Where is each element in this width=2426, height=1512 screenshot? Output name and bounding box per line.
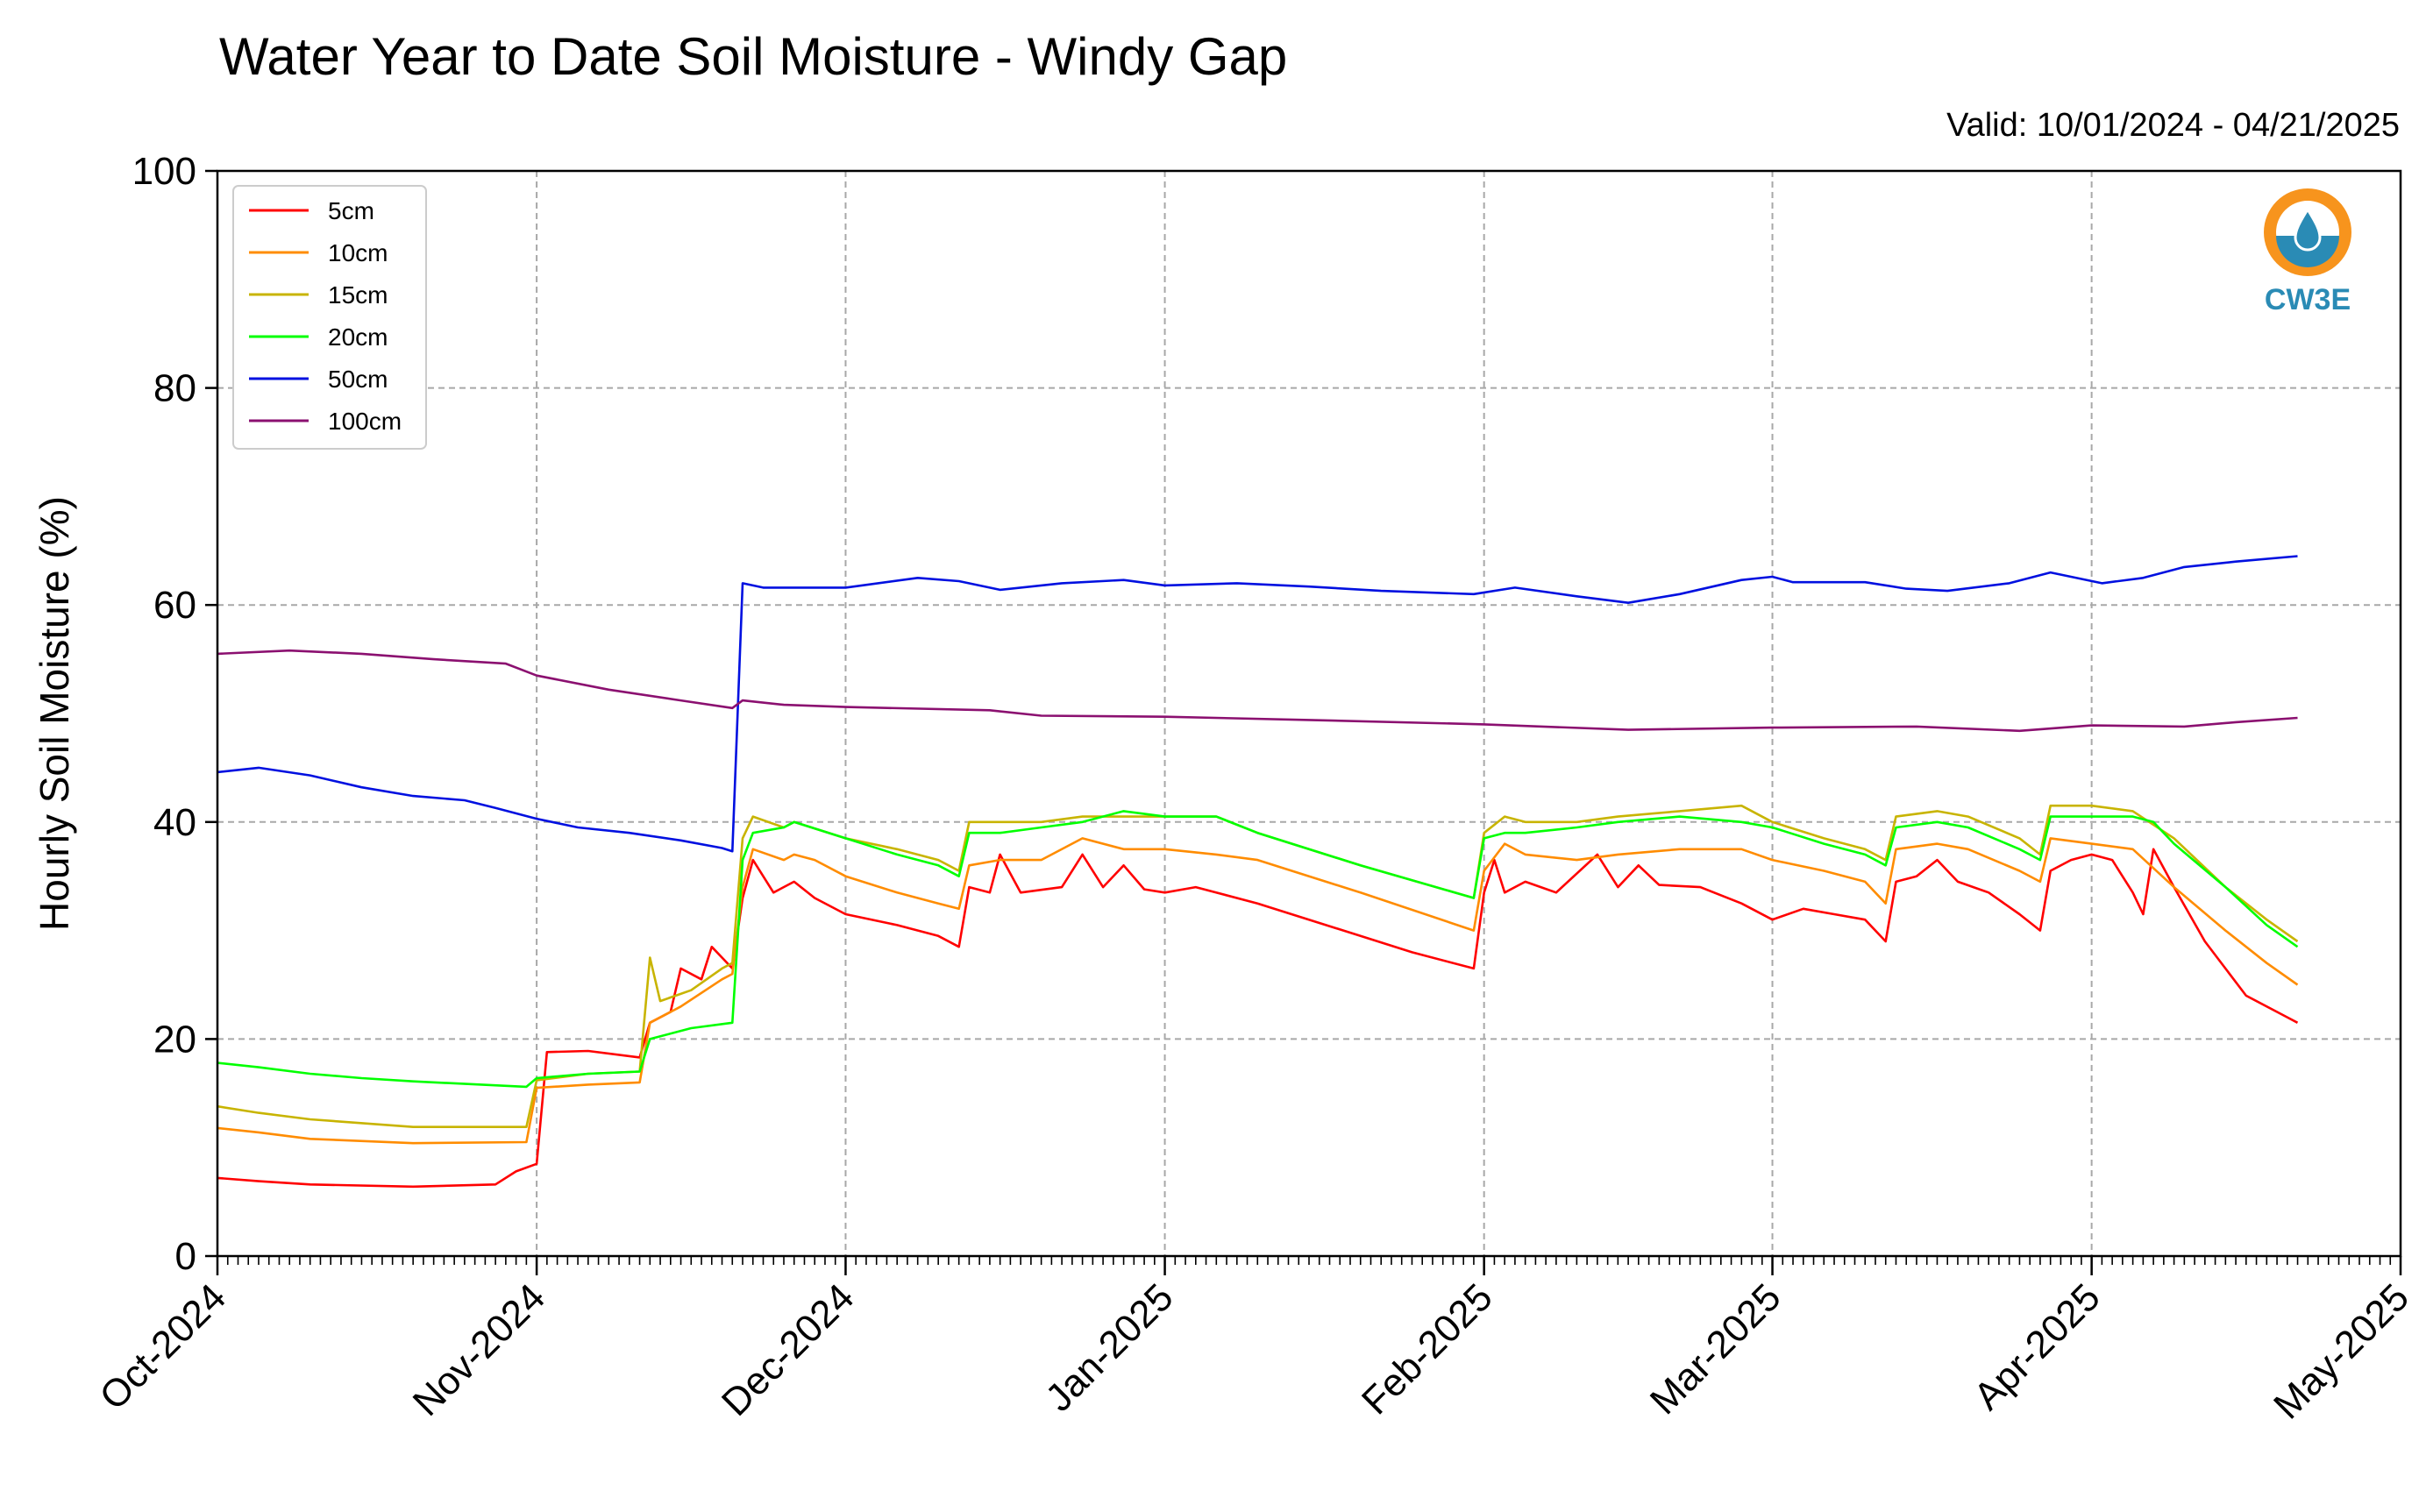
- x-tick-label: Feb-2025: [1354, 1275, 1501, 1423]
- x-tick-label: May-2025: [2266, 1275, 2417, 1427]
- y-tick-label: 0: [175, 1235, 196, 1278]
- y-tick-label: 20: [153, 1018, 196, 1061]
- x-tick-label: Jan-2025: [1037, 1275, 1181, 1419]
- x-tick-label: Nov-2024: [405, 1275, 554, 1424]
- grid-layer: [217, 171, 2401, 1256]
- x-tick-label: Apr-2025: [1966, 1275, 2109, 1418]
- y-tick-label: 100: [132, 150, 196, 193]
- x-tick-label: Mar-2025: [1642, 1275, 1789, 1423]
- legend-label: 5cm: [328, 197, 374, 224]
- legend-label: 50cm: [328, 366, 388, 393]
- series-layer: [217, 555, 2299, 1189]
- chart-title: Water Year to Date Soil Moisture - Windy…: [219, 27, 1288, 86]
- legend-label: 20cm: [328, 323, 388, 351]
- y-tick-label: 40: [153, 801, 196, 844]
- x-tick-label: Oct-2024: [91, 1275, 234, 1418]
- chart-subtitle: Valid: 10/01/2024 - 04/21/2025: [1946, 107, 2400, 144]
- plot-frame: [216, 169, 2402, 1258]
- y-tick-label: 60: [153, 584, 196, 627]
- series-line-20cm: [217, 810, 2299, 1089]
- series-line-10cm: [217, 837, 2299, 1145]
- y-axis-label: Hourly Soil Moisture (%): [32, 496, 77, 931]
- logo-drop-icon: [2294, 207, 2322, 252]
- logo-text: CW3E: [2265, 283, 2351, 316]
- y-tick-label: 80: [153, 367, 196, 410]
- legend-label: 10cm: [328, 239, 388, 266]
- series-line-15cm: [217, 804, 2299, 1128]
- series-line-100cm: [217, 649, 2298, 733]
- series-line-50cm: [217, 555, 2298, 853]
- legend-label: 15cm: [328, 281, 388, 309]
- legend-label: 100cm: [328, 408, 402, 435]
- axis-layer: 0 20 40 60 80 100 Oct-2024 Nov-2024 Dec-2024 Jan-…: [91, 150, 2417, 1427]
- series-line-5cm: [217, 848, 2299, 1189]
- legend: 5cm 10cm 15cm 20cm 50cm 100cm: [232, 185, 427, 450]
- logo-wave-icon: [2276, 236, 2339, 267]
- cw3e-logo: CW3E: [2264, 188, 2351, 316]
- x-tick-label: Dec-2024: [714, 1275, 863, 1424]
